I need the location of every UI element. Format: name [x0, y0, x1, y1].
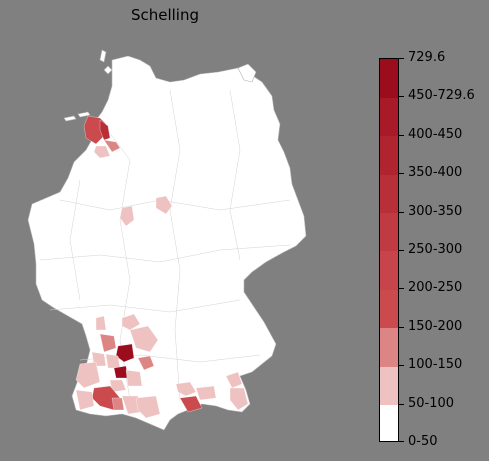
colorbar-label: 100-150 — [408, 357, 463, 373]
colorbar-label: 450-729.6 — [408, 88, 475, 104]
colorbar-label: 350-400 — [408, 165, 463, 181]
region-sw-15 — [111, 397, 125, 411]
map-title: Schelling — [130, 6, 200, 24]
colorbar-label: 300-350 — [408, 203, 463, 219]
region-sw-9 — [113, 365, 129, 379]
colorbar-band — [380, 174, 398, 214]
highlighted-regions — [75, 115, 249, 419]
region-nw-2 — [99, 119, 111, 141]
north-frisian-islands — [99, 49, 113, 75]
colorbar-tick — [399, 441, 404, 442]
region-se-4 — [225, 371, 243, 389]
region-se-2 — [179, 395, 203, 413]
region-sw-1 — [95, 315, 107, 331]
colorbar-tick — [399, 134, 404, 136]
region-sw-3 — [99, 333, 117, 353]
colorbar-label: 150-200 — [408, 318, 463, 334]
colorbar-band — [380, 404, 398, 441]
colorbar-band — [380, 327, 398, 367]
region-sw-4 — [129, 325, 159, 353]
region-se-1 — [175, 381, 197, 397]
colorbar-label: 729.6 — [408, 50, 446, 65]
region-sw-2 — [121, 313, 141, 331]
colorbar — [379, 58, 399, 442]
east-frisian-islands — [63, 111, 91, 122]
baltic-island — [237, 63, 257, 83]
colorbar-label: 400-450 — [408, 126, 463, 142]
colorbar-band — [380, 289, 398, 329]
region-se-3 — [195, 385, 217, 401]
region-sw-10 — [125, 369, 143, 387]
region-sw-8 — [137, 355, 155, 371]
region-se-5 — [229, 387, 249, 411]
colorbar-tick — [399, 288, 404, 290]
colorbar-tick — [399, 326, 404, 328]
germany-outline — [27, 55, 307, 431]
colorbar-tick — [399, 211, 404, 213]
colorbar-tick — [399, 58, 404, 59]
germany-map — [27, 49, 307, 431]
colorbar-band — [380, 97, 398, 137]
region-sw-17 — [135, 395, 161, 419]
region-sw-6 — [115, 343, 135, 363]
region-sw-11 — [75, 361, 101, 389]
colorbar-tick — [399, 403, 404, 405]
colorbar-label: 0-50 — [408, 434, 438, 449]
colorbar-band — [380, 212, 398, 252]
colorbar-label: 50-100 — [408, 395, 455, 411]
region-mid-2 — [155, 195, 173, 215]
colorbar-tick — [399, 173, 404, 175]
region-mid-1 — [119, 205, 135, 227]
region-nw-4 — [93, 145, 111, 159]
region-sw-14 — [75, 389, 95, 411]
region-nw-3 — [103, 139, 121, 153]
region-sw-7 — [105, 353, 121, 369]
colorbar-label: 200-250 — [408, 280, 463, 296]
colorbar-band — [380, 59, 398, 98]
colorbar-label: 250-300 — [408, 242, 463, 257]
colorbar-tick — [399, 250, 404, 251]
colorbar-tick — [399, 365, 404, 367]
colorbar-band — [380, 251, 398, 290]
colorbar-band — [380, 135, 398, 175]
colorbar-tick — [399, 96, 404, 98]
colorbar-band — [380, 366, 398, 406]
